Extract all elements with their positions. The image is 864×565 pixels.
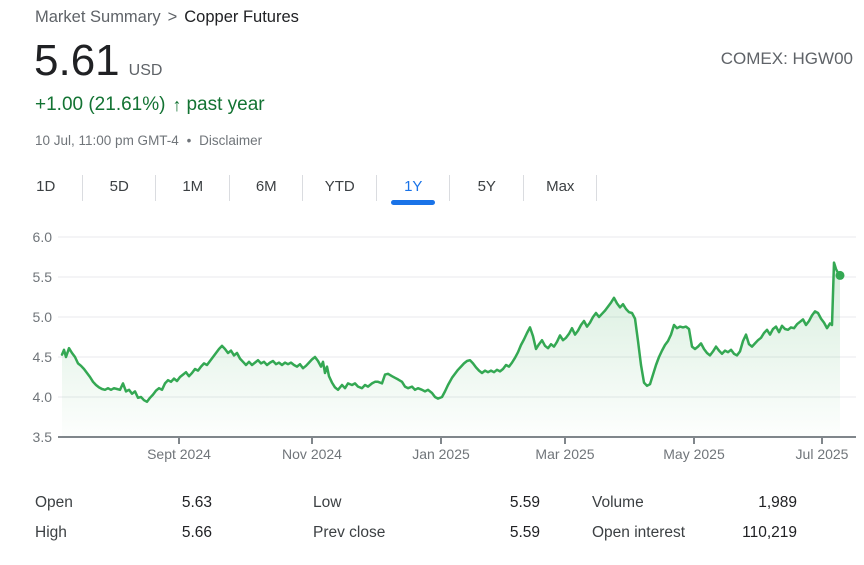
change-amount: +1.00 (21.61%) [35,94,166,115]
stat-label: Prev close [313,524,386,541]
price-chart[interactable]: 3.5 4.0 4.5 5.0 5.5 6.0 Sept 2024 Nov 2024 Jan 2… [0,222,864,477]
x-axis-label: Sept 2024 [147,446,211,462]
tab-1m[interactable]: 1M [156,172,230,205]
tab-1d[interactable]: 1D [9,172,83,205]
quote-timestamp: 10 Jul, 11:00 pm GMT-4 [35,133,179,148]
breadcrumb-market-summary[interactable]: Market Summary [35,8,161,26]
disclaimer-link[interactable]: Disclaimer [199,133,263,148]
stat-label: Open interest [592,524,686,541]
tab-max[interactable]: Max [524,172,598,205]
change-period: past year [186,94,265,115]
x-axis-label: Jan 2025 [412,446,470,462]
x-axis-label: Jul 2025 [796,446,849,462]
tab-5d[interactable]: 5D [83,172,157,205]
y-axis-label: 6.0 [33,229,53,245]
stat-value: 5.59 [509,524,540,541]
stat-value: 5.66 [181,524,212,541]
breadcrumb: Market Summary > Copper Futures [35,7,299,27]
stat-label: Volume [592,494,644,511]
stat-prev-close: Prev close 5.59 [313,522,540,552]
price-value: 5.61 [34,36,120,85]
y-axis-label: 5.5 [33,269,53,285]
exchange-ticker: COMEX: HGW00 [720,49,853,68]
last-price-dot [835,270,845,280]
stat-label: Low [313,494,342,511]
stat-open-interest: Open interest 110,219 [592,522,797,552]
x-axis-label: May 2025 [663,446,725,462]
x-axis-label: Mar 2025 [535,446,594,462]
stat-low: Low 5.59 [313,492,540,522]
stat-open: Open 5.63 [35,492,212,522]
stats-column: Low 5.59 Prev close 5.59 [313,492,540,552]
up-arrow-icon: ↑ [172,94,182,115]
selected-tab-underline [391,200,436,205]
y-axis-label: 5.0 [33,309,53,325]
stat-high: High 5.66 [35,522,212,552]
stat-value: 5.63 [181,494,212,511]
tab-1y[interactable]: 1Y [377,172,451,205]
stat-volume: Volume 1,989 [592,492,797,522]
tab-6m[interactable]: 6M [230,172,304,205]
x-axis-label: Nov 2024 [282,446,342,462]
price-change: +1.00 (21.61%) ↑ past year [35,94,265,116]
stats-column: Volume 1,989 Open interest 110,219 [592,492,797,552]
price-area-fill [62,262,840,437]
stat-value: 1,989 [758,494,797,511]
stats-column: Open 5.63 High 5.66 [35,492,212,552]
price-currency: USD [128,62,163,79]
y-axis-label: 4.0 [33,389,53,405]
breadcrumb-separator: > [167,8,178,26]
price-row: 5.61 USD [34,39,162,83]
quote-meta: 10 Jul, 11:00 pm GMT-4 • Disclaimer [35,133,262,148]
stat-value: 110,219 [742,524,797,541]
range-tabs: 1D 5D 1M 6M YTD 1Y 5Y Max [9,172,597,205]
stat-value: 5.59 [509,494,540,511]
dot-separator: • [186,133,192,148]
stat-label: High [35,524,67,541]
price-line [60,261,842,404]
tab-ytd[interactable]: YTD [303,172,377,205]
price-chart-svg: 3.5 4.0 4.5 5.0 5.5 6.0 Sept 2024 Nov 2024 Jan 2… [33,229,856,462]
y-axis-label: 4.5 [33,349,53,365]
breadcrumb-current: Copper Futures [184,8,299,26]
tab-5y[interactable]: 5Y [450,172,524,205]
stat-label: Open [35,494,73,511]
y-axis-label: 3.5 [33,429,53,445]
